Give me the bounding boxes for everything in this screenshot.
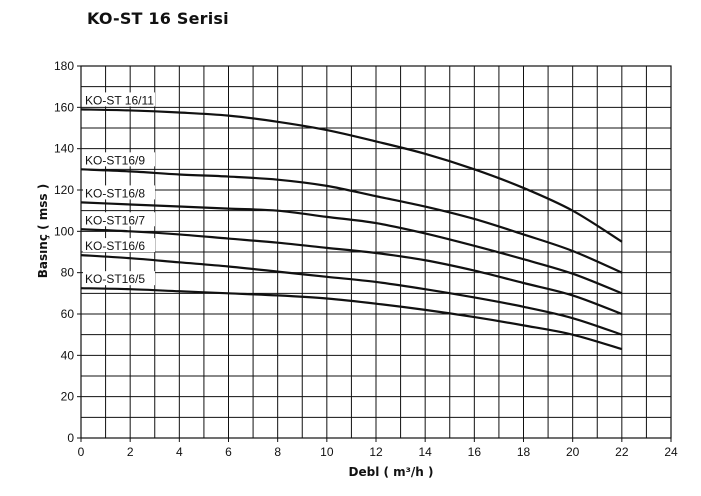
x-tick-label: 14 [418, 445, 432, 459]
y-tick-label: 160 [54, 100, 74, 114]
y-tick-label: 80 [61, 266, 75, 280]
series-label-background [83, 152, 155, 167]
series-label: KO-ST16/7 [85, 213, 145, 227]
curves [80, 108, 623, 351]
x-tick-label: 8 [274, 445, 281, 459]
series-labels: KO-ST 16/11 KO-ST16/9 KO-ST16/8 KO-ST16/7 KO… [83, 92, 155, 286]
series-label-background [83, 212, 155, 227]
series-line [80, 201, 623, 295]
series-line [80, 254, 623, 336]
x-tick-label: 20 [566, 445, 580, 459]
x-axis-label: Debl ( m³/h ) [349, 465, 434, 479]
series-line [80, 108, 623, 243]
y-tick-label: 180 [54, 59, 74, 73]
series-line [80, 228, 623, 316]
y-tick-label: 140 [54, 142, 74, 156]
y-axis-label: Basınç ( mss ) [36, 184, 50, 278]
series-line [80, 287, 623, 351]
series-label-background [83, 238, 155, 253]
x-tick-label: 10 [320, 445, 334, 459]
series-label-background [83, 185, 155, 200]
series-label: KO-ST16/8 [85, 186, 145, 200]
series-label: KO-ST16/9 [85, 153, 145, 167]
series-label-background [83, 271, 155, 286]
x-tick-label: 4 [176, 445, 183, 459]
series-label: KO-ST 16/11 [85, 93, 154, 107]
y-tick-label: 60 [61, 307, 75, 321]
y-tick-label: 40 [61, 348, 75, 362]
x-tick-labels: 0 2 4 6 8 10 12 14 16 18 20 22 24 [78, 445, 678, 459]
series-line [80, 168, 623, 274]
x-tick-label: 24 [664, 445, 678, 459]
series-label: KO-ST16/6 [85, 239, 145, 253]
x-tick-label: 22 [615, 445, 629, 459]
x-tick-label: 6 [225, 445, 232, 459]
x-tick-label: 18 [517, 445, 531, 459]
series-label-background [83, 92, 155, 107]
x-tick-label: 2 [127, 445, 134, 459]
x-tick-label: 12 [369, 445, 383, 459]
y-tick-label: 20 [61, 390, 75, 404]
x-tick-label: 16 [468, 445, 482, 459]
x-tick-label: 0 [78, 445, 85, 459]
y-tick-labels: 0 20 40 60 80 100 120 140 160 180 [54, 59, 74, 445]
y-tick-label: 120 [54, 183, 74, 197]
y-tick-label: 0 [67, 431, 74, 445]
y-tick-label: 100 [54, 224, 74, 238]
series-label: KO-ST16/5 [85, 272, 145, 286]
page-title: KO-ST 16 Serisi [87, 9, 229, 28]
